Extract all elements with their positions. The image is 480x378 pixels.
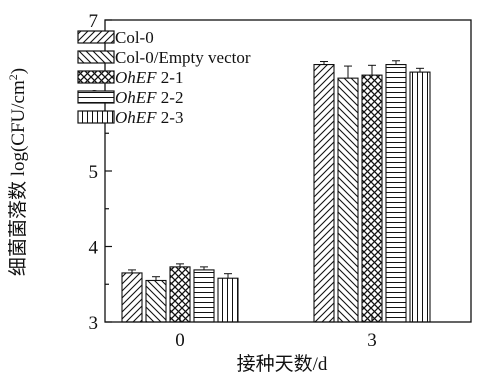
legend-label-4: OhEF 2-3 bbox=[115, 108, 183, 127]
bar-2-0 bbox=[169, 266, 191, 323]
legend-swatch-0 bbox=[77, 30, 115, 44]
legend-swatch-3 bbox=[77, 90, 115, 104]
axes-group: 3456703 bbox=[89, 11, 472, 351]
error-bars-group bbox=[128, 60, 424, 281]
bars-group bbox=[121, 63, 431, 323]
bar-2-1 bbox=[361, 74, 383, 323]
legend-label-2: OhEF 2-1 bbox=[115, 68, 183, 87]
bar-0-1 bbox=[313, 63, 335, 323]
x-axis-label: 接种天数/d bbox=[237, 353, 328, 375]
bar-4-0 bbox=[217, 277, 239, 323]
bar-3-1 bbox=[385, 63, 407, 323]
bar-1-0 bbox=[145, 279, 167, 323]
bar-3-0 bbox=[193, 269, 215, 323]
y-tick-label: 5 bbox=[89, 162, 99, 183]
legend-swatch-1 bbox=[77, 50, 115, 64]
x-tick-label: 3 bbox=[367, 330, 377, 351]
legend-swatch-4 bbox=[77, 110, 115, 124]
y-tick-label: 4 bbox=[89, 238, 99, 259]
y-axis-label: 细菌菌落数 log(CFU/cm2) bbox=[6, 68, 29, 276]
legend-label-0: Col-0 bbox=[115, 28, 154, 47]
legend-label-1: Col-0/Empty vector bbox=[115, 48, 251, 67]
x-tick-label: 0 bbox=[175, 330, 185, 351]
bar-1-1 bbox=[337, 77, 359, 323]
bar-0-0 bbox=[121, 272, 143, 323]
legend-label-3: OhEF 2-2 bbox=[115, 88, 183, 107]
y-tick-label: 3 bbox=[89, 313, 99, 334]
plot-area: 3456703 bbox=[89, 11, 472, 351]
y-tick-label: 7 bbox=[89, 11, 99, 32]
bar-4-1 bbox=[409, 71, 431, 323]
legend-swatch-2 bbox=[77, 70, 115, 84]
